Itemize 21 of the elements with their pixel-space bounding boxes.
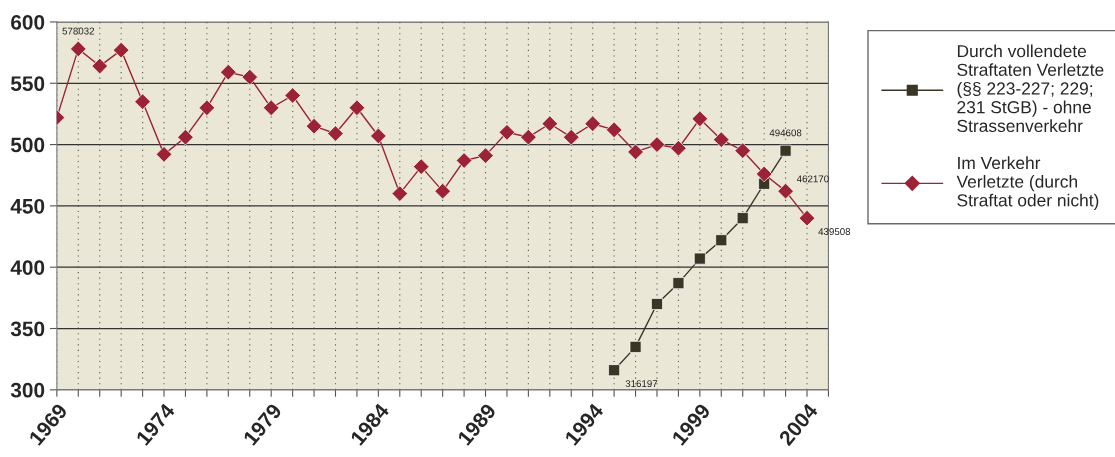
point [520,129,537,146]
point [155,146,173,163]
point [70,40,87,58]
y-tick-label: 350 [10,321,45,337]
y-tick-label: 500 [10,137,45,153]
y-tick-label: 400 [10,260,45,275]
annotation: 494608 [769,129,802,137]
y-tick-label: 550 [10,76,45,91]
point [651,298,663,310]
y-tick-label: 300 [10,382,45,398]
point [627,143,644,161]
annotation: 578032 [62,27,95,35]
y-tick-label: 450 [10,198,45,214]
point [498,124,516,141]
y-tick-label: 600 [11,14,45,30]
legend-label: Durch vollendete Straftaten Verletzte (§§ 223-227; 229; 231 StGB) - ohne Strassenverkehr [957,44,1104,133]
annotation: 316197 [625,380,658,388]
point [391,185,408,202]
legend-label: Im Verkehr Verletzte (durch Straftat oder nicht) [956,156,1099,210]
point [777,182,794,200]
point [370,127,387,145]
